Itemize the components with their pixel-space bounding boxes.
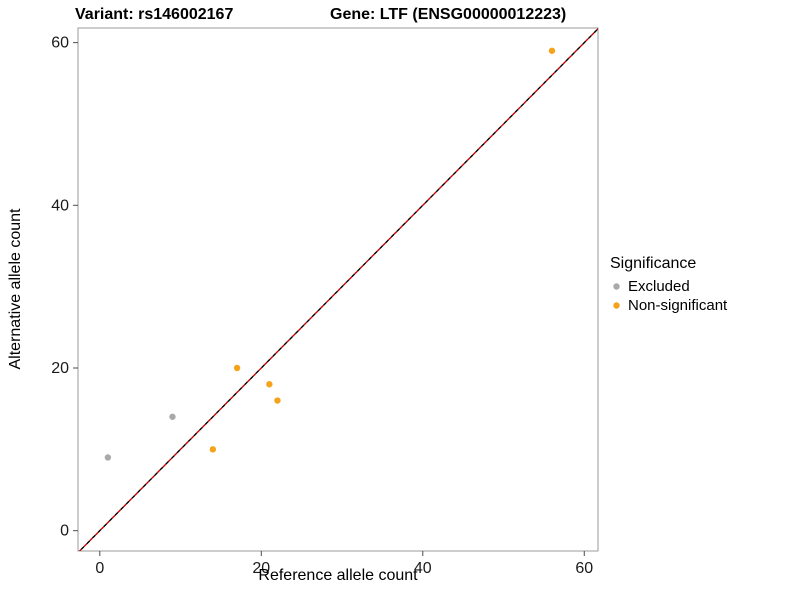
panel-content (78, 28, 598, 551)
y-axis-label: Alternative allele count (7, 208, 24, 370)
point-non-significant (266, 381, 273, 388)
reference-line-identity (78, 28, 598, 551)
y-tick-label: 0 (60, 523, 69, 540)
legend-item-excluded: Excluded (610, 277, 727, 296)
y-tick-label: 60 (51, 35, 69, 52)
legend-label-excluded: Excluded (628, 278, 690, 295)
x-tick-label: 40 (414, 560, 432, 577)
legend-label-non-significant: Non-significant (628, 297, 728, 314)
reference-line-fit (78, 28, 598, 551)
variant-title: Variant: rs146002167 (75, 6, 234, 23)
point-non-significant (548, 47, 556, 54)
x-axis-label: Reference allele count (258, 567, 418, 584)
point-non-significant (274, 397, 281, 404)
x-tick-label: 0 (95, 560, 104, 577)
point-non-significant (209, 446, 217, 453)
y-tick-label: 40 (51, 197, 69, 214)
point-excluded (169, 413, 176, 420)
x-tick-label: 20 (252, 560, 270, 577)
point-excluded (104, 454, 112, 461)
gene-title: Gene: LTF (ENSG00000012223) (330, 6, 567, 23)
y-tick-label: 20 (51, 360, 69, 377)
legend: Significance Excluded Non-significant (610, 255, 727, 315)
point-non-significant (233, 364, 241, 372)
legend-item-non-significant: Non-significant (610, 296, 727, 315)
x-tick-label: 60 (575, 560, 593, 577)
legend-title: Significance (610, 255, 697, 272)
legend-dot-non-significant-icon (613, 302, 620, 309)
legend-dot-excluded-icon (613, 283, 620, 290)
